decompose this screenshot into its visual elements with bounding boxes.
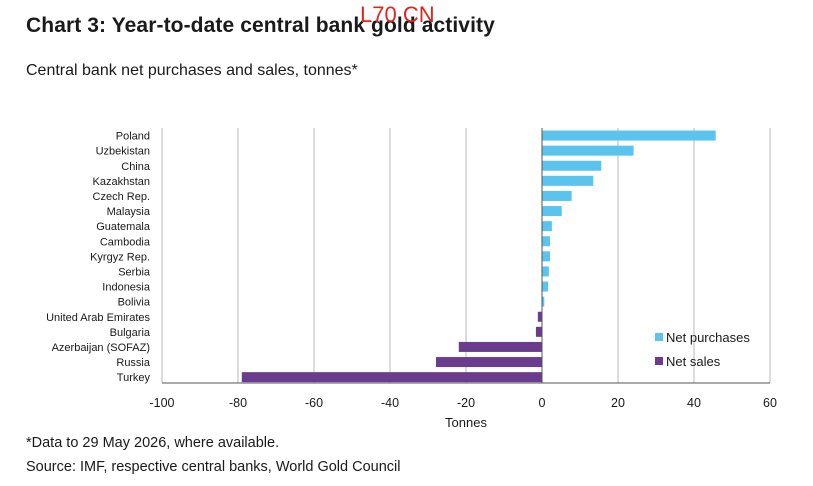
x-tick-label: -60: [305, 396, 323, 410]
category-label: United Arab Emirates: [46, 312, 150, 324]
x-tick-label: -20: [457, 396, 475, 410]
grid-layer: [161, 128, 771, 383]
bar-net-purchase: [542, 130, 716, 141]
category-label: Bolivia: [118, 297, 151, 309]
category-label: Kyrgyz Rep.: [90, 251, 150, 263]
bar-net-purchase: [542, 190, 572, 201]
x-tick-label: 40: [687, 396, 701, 410]
legend-swatch: [655, 357, 663, 365]
x-axis-label: Tonnes: [445, 415, 487, 430]
category-label: Poland: [116, 131, 150, 143]
bar-net-purchase: [542, 160, 602, 171]
x-tick-label: -80: [229, 396, 247, 410]
axis-layer: [162, 128, 770, 384]
bar-net-purchase: [542, 236, 550, 247]
bar-net-purchase: [542, 251, 550, 262]
bar-net-sale: [435, 357, 542, 368]
category-label: Uzbekistan: [96, 146, 150, 158]
x-tick-label: 20: [611, 396, 625, 410]
bar-layer: [241, 130, 716, 383]
legend-label: Net sales: [666, 354, 721, 369]
category-label: China: [121, 161, 151, 173]
category-label: Cambodia: [100, 236, 151, 248]
bar-net-sale: [458, 341, 542, 352]
chart-title: Chart 3: Year-to-date central bank gold …: [26, 14, 495, 37]
category-label: Czech Rep.: [93, 191, 150, 203]
bar-net-sale: [241, 372, 543, 383]
bar-net-sale: [537, 311, 542, 322]
x-tick-label: 0: [539, 396, 546, 410]
label-layer: -100 -80 -60 -40 -20 0 20 40 60 Poland Uzbekistan C…: [46, 131, 777, 430]
bar-net-purchase: [542, 296, 545, 307]
x-tick-label: -100: [149, 396, 174, 410]
category-label: Malaysia: [107, 206, 151, 218]
bar-net-purchase: [542, 266, 549, 277]
bar-net-purchase: [542, 206, 562, 217]
bar-net-purchase: [542, 281, 549, 292]
x-tick-label: -40: [381, 396, 399, 410]
chart-subtitle: Central bank net purchases and sales, to…: [26, 62, 358, 79]
watermark-stamp: L70 CN: [360, 2, 435, 27]
bar-net-sale: [535, 326, 542, 337]
category-label: Bulgaria: [110, 327, 151, 339]
category-label: Turkey: [117, 372, 151, 384]
category-label: Guatemala: [96, 221, 151, 233]
chart-source: Source: IMF, respective central banks, W…: [26, 459, 401, 475]
category-label: Indonesia: [102, 282, 151, 294]
bar-net-purchase: [542, 145, 634, 156]
bar-net-purchase: [542, 221, 552, 232]
chart-footnote: *Data to 29 May 2026, where available.: [26, 435, 280, 451]
legend-label: Net purchases: [666, 330, 750, 345]
bar-net-purchase: [542, 175, 594, 186]
legend: Net purchases Net sales: [655, 330, 750, 369]
legend-swatch: [655, 333, 663, 341]
category-label: Russia: [116, 357, 151, 369]
category-label: Serbia: [118, 266, 151, 278]
category-label: Azerbaijan (SOFAZ): [52, 342, 150, 354]
category-label: Kazakhstan: [93, 176, 150, 188]
x-tick-label: 60: [763, 396, 777, 410]
